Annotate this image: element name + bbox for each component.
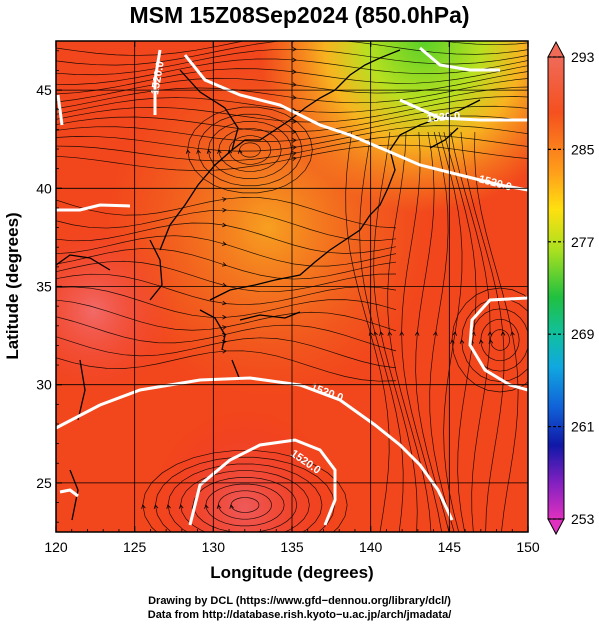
y-tick-label: 30 [36, 377, 52, 393]
x-axis: 120 125 130 135 140 145 150 [44, 41, 540, 555]
contour-label: 1520.0 [149, 60, 167, 95]
contour-1520-south [56, 376, 454, 521]
colorbar-tick-label: 293 [571, 49, 595, 65]
x-tick-label: 130 [202, 539, 226, 555]
lat-lon-grid [56, 41, 528, 532]
streamline-arrow [292, 151, 297, 156]
streamline-arrow [292, 82, 297, 87]
streamline-arrow [478, 339, 484, 344]
y-axis-label: Latitude (degrees) [3, 212, 22, 359]
streamline-arrow [153, 504, 159, 509]
contour-1520-ne [419, 46, 500, 72]
x-axis-label: Longitude (degrees) [210, 563, 373, 582]
colorbar-tick-label: 261 [571, 419, 595, 435]
streamline-arrow [500, 331, 506, 336]
x-tick-label: 145 [438, 539, 462, 555]
streamline-arrow [292, 95, 297, 100]
streamline-arrow [222, 300, 227, 306]
streamline-arrow [459, 339, 465, 344]
x-tick-label: 150 [516, 539, 540, 555]
contour-1520-north [153, 49, 162, 115]
streamline-arrow [292, 69, 297, 75]
streamline-arrow [433, 331, 438, 336]
streamline-arrow [450, 339, 455, 344]
streamline-arrow [221, 262, 227, 267]
streamline-arrow [217, 149, 222, 154]
streamline-arrow [196, 149, 201, 154]
x-tick-label: 125 [123, 539, 147, 555]
contour-1520-sw [59, 488, 79, 498]
coastlines [56, 49, 481, 521]
streamline [56, 41, 528, 56]
temperature-field: 1520.0 1520.0 1520.0 1520.0 1520.0 [56, 31, 528, 532]
streamline-arrow [216, 504, 222, 509]
colorbar-tick-label: 285 [571, 141, 595, 157]
credit-drawing: Drawing by DCL (https://www.gfd−dennou.o… [148, 595, 451, 607]
streamline-arrow [179, 504, 184, 509]
y-tick-label: 45 [36, 82, 52, 98]
credit-data: Data from http://database.rish.kyoto−u.a… [147, 609, 452, 621]
streamline-arrow [488, 339, 494, 344]
streamline-arrow [222, 197, 227, 202]
streamline-arrow [373, 331, 378, 336]
streamline-arrow [222, 349, 227, 354]
contour-1520-south [188, 438, 337, 526]
y-tick-label: 25 [36, 475, 52, 491]
streamline-arrow [292, 31, 296, 35]
streamline-arrow [237, 149, 243, 154]
streamline-arrow [292, 156, 297, 161]
x-tick-label: 120 [44, 539, 68, 555]
colorbar-tick-label: 253 [571, 511, 595, 527]
contour-1520-north [399, 98, 528, 122]
streamline-arrow [222, 325, 227, 330]
streamline-arrow [452, 331, 457, 336]
wind-streamlines [56, 31, 528, 532]
x-tick-label: 135 [280, 539, 304, 555]
streamline-arrow [222, 241, 227, 246]
colorbar-min-arrow [547, 518, 565, 536]
streamline-arrow [399, 331, 404, 336]
map-title: MSM 15Z08Sep2024 (850.0hPa) [129, 2, 470, 28]
streamline-arrow [292, 46, 297, 52]
streamline-arrow [510, 331, 515, 336]
streamline-arrow [487, 331, 493, 336]
streamline-arrow [222, 222, 227, 228]
streamline-arrow [141, 504, 146, 509]
y-axis: 25 30 35 40 45 [36, 50, 62, 523]
x-tick-label: 140 [359, 539, 383, 555]
streamline-arrow [206, 149, 212, 154]
colorbar-gradient [547, 56, 565, 520]
streamline-arrow [368, 331, 374, 336]
contour-1520-north [56, 203, 131, 212]
streamline-arrow [204, 504, 209, 509]
streamline-arrow [185, 149, 191, 154]
streamline-arrow [379, 331, 384, 336]
y-tick-label: 40 [36, 180, 52, 196]
streamline-arrow [166, 504, 171, 509]
streamline-arrow [292, 145, 297, 150]
height-contours [56, 46, 528, 526]
streamline-arrow [387, 331, 393, 336]
contour-label: 1520.0 [426, 110, 461, 125]
contour-1520-north [56, 94, 64, 126]
colorbar-tick-label: 269 [571, 326, 595, 342]
streamline-arrow [292, 57, 297, 63]
colorbar-tick-label: 277 [571, 234, 595, 250]
colorbar: 293 285 277 269 261 253 [547, 40, 595, 536]
streamline-arrow [222, 207, 227, 213]
colorbar-max-arrow [547, 40, 565, 58]
streamline-arrow [229, 504, 234, 509]
streamline-arrow [292, 119, 297, 124]
streamline [56, 41, 528, 66]
y-tick-label: 35 [36, 279, 52, 295]
streamline-arrow [414, 331, 420, 336]
streamline-arrow [292, 138, 297, 143]
streamline-arrow [222, 314, 227, 320]
